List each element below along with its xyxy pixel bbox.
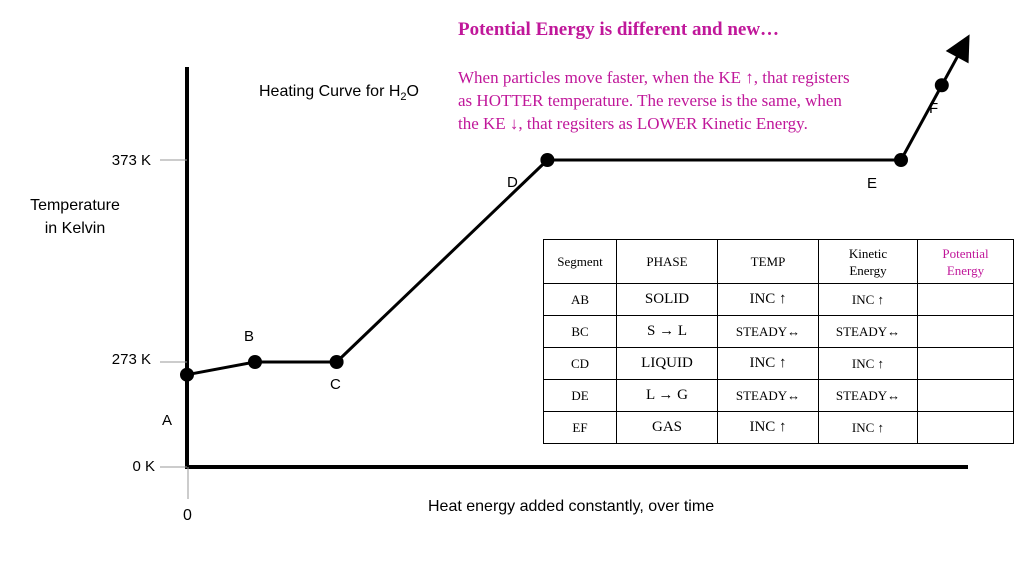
cell-segment: EF — [543, 411, 617, 444]
point-label-d: D — [507, 174, 518, 191]
table-header-row: Segment PHASE TEMP Kinetic Energy Potenti… — [543, 239, 1014, 284]
point-label-c: C — [330, 376, 341, 393]
curve-arrowhead — [945, 34, 970, 64]
cell-temp: INC ↑ — [717, 347, 819, 380]
cell-potential — [917, 411, 1014, 444]
chart-title-main: Heating Curve for H — [259, 83, 401, 100]
cell-kinetic: STEADY↔ — [818, 315, 918, 348]
chart-title-subscript: 2 — [400, 91, 407, 104]
cell-temp: STEADY↔ — [717, 315, 819, 348]
y-tick-label-0: 0 K — [132, 458, 155, 475]
point-a — [180, 367, 194, 382]
header-phase: PHASE — [616, 239, 718, 284]
note-line-3: the KE ↓, that regsiters as LOWER Kineti… — [458, 114, 808, 133]
header-potential-line-2: Energy — [946, 262, 985, 278]
segment-ef — [899, 84, 944, 161]
point-b — [248, 355, 262, 369]
cell-kinetic: INC ↑ — [818, 283, 918, 316]
cell-phase: S → L — [616, 315, 718, 348]
cell-phase: GAS — [616, 411, 718, 444]
cell-potential — [917, 283, 1014, 316]
cell-segment: AB — [543, 283, 617, 316]
cell-phase: L → G — [616, 379, 718, 412]
point-label-e: E — [867, 175, 878, 192]
y-axis-label: Temperature in Kelvin — [10, 194, 140, 240]
table-row: DE L → G STEADY↔ STEADY↔ — [543, 379, 1014, 412]
point-f — [934, 78, 949, 93]
point-c — [329, 355, 344, 369]
cell-kinetic: STEADY↔ — [818, 379, 918, 412]
y-tick-label-373: 373 K — [111, 152, 151, 169]
cell-kinetic: INC ↑ — [818, 411, 918, 444]
phase-table: Segment PHASE TEMP Kinetic Energy Potenti… — [543, 239, 1014, 444]
header-potential-line-1: Potential — [942, 245, 989, 261]
header-temp: TEMP — [717, 239, 819, 284]
point-d — [540, 153, 555, 167]
cell-potential — [917, 315, 1014, 348]
header-segment: Segment — [543, 239, 617, 284]
point-e — [894, 153, 908, 167]
cell-temp: STEADY↔ — [717, 379, 819, 412]
y-axis-label-line-2: in Kelvin — [44, 220, 106, 237]
point-label-b: B — [244, 328, 255, 345]
segment-cd — [335, 158, 549, 364]
table-row: EF GAS INC ↑ INC ↑ — [543, 411, 1014, 444]
segment-ab — [186, 360, 256, 377]
table-row: CD LIQUID INC ↑ INC ↑ — [543, 347, 1014, 380]
table-row: AB SOLID INC ↑ INC ↑ — [543, 283, 1014, 316]
note-line-1: When particles move faster, when the KE … — [458, 68, 850, 87]
cell-kinetic: INC ↑ — [818, 347, 918, 380]
header-potential-energy: Potential Energy — [917, 239, 1014, 284]
cell-temp: INC ↑ — [717, 283, 819, 316]
y-tick-label-273: 273 K — [111, 351, 151, 368]
table-row: BC S → L STEADY↔ STEADY↔ — [543, 315, 1014, 348]
header-kinetic-line-1: Kinetic — [848, 245, 888, 261]
cell-potential — [917, 347, 1014, 380]
cell-temp: INC ↑ — [717, 411, 819, 444]
chart-title-tail: O — [406, 83, 419, 100]
cell-potential — [917, 379, 1014, 412]
y-axis-label-line-1: Temperature — [30, 197, 120, 214]
x-axis-zero-label: 0 — [183, 507, 192, 524]
note-title: Potential Energy is different and new… — [458, 19, 780, 40]
point-label-a: A — [162, 412, 173, 429]
x-axis-label: Heat energy added constantly, over time — [428, 498, 715, 515]
header-kinetic-line-2: Energy — [849, 262, 887, 278]
cell-segment: DE — [543, 379, 617, 412]
chart-title: Heating Curve for H2O — [259, 83, 419, 103]
cell-phase: LIQUID — [616, 347, 718, 380]
cell-segment: CD — [543, 347, 617, 380]
cell-phase: SOLID — [616, 283, 718, 316]
cell-segment: BC — [543, 315, 617, 348]
note-line-2: as HOTTER temperature. The reverse is th… — [458, 91, 842, 110]
header-kinetic-energy: Kinetic Energy — [818, 239, 918, 284]
point-label-f: F — [929, 100, 939, 117]
note-body: When particles move faster, when the KE … — [458, 66, 928, 135]
